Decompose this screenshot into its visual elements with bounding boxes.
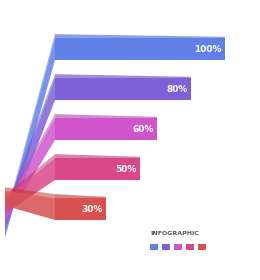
Polygon shape [55, 34, 225, 38]
FancyBboxPatch shape [55, 198, 106, 220]
FancyBboxPatch shape [186, 244, 194, 250]
FancyBboxPatch shape [55, 118, 157, 140]
FancyBboxPatch shape [55, 158, 140, 180]
Polygon shape [5, 34, 55, 222]
Polygon shape [55, 74, 191, 78]
Polygon shape [5, 154, 55, 198]
Polygon shape [5, 74, 55, 214]
Text: INFOGRAPHIC: INFOGRAPHIC [150, 231, 199, 236]
Polygon shape [55, 194, 106, 198]
Polygon shape [5, 114, 55, 206]
Polygon shape [5, 118, 55, 222]
FancyBboxPatch shape [55, 78, 191, 100]
Text: 30%: 30% [82, 204, 103, 214]
Polygon shape [5, 187, 55, 198]
Text: 50%: 50% [116, 165, 137, 174]
FancyBboxPatch shape [174, 244, 182, 250]
FancyBboxPatch shape [198, 244, 206, 250]
Polygon shape [5, 78, 55, 230]
Text: 100%: 100% [194, 45, 222, 53]
Polygon shape [55, 114, 157, 118]
Text: 60%: 60% [133, 125, 154, 134]
Polygon shape [5, 38, 55, 238]
FancyBboxPatch shape [162, 244, 170, 250]
FancyBboxPatch shape [150, 244, 158, 250]
Polygon shape [55, 154, 140, 158]
FancyBboxPatch shape [55, 38, 225, 60]
Polygon shape [5, 158, 55, 214]
Text: 80%: 80% [167, 85, 188, 94]
Polygon shape [5, 190, 55, 220]
